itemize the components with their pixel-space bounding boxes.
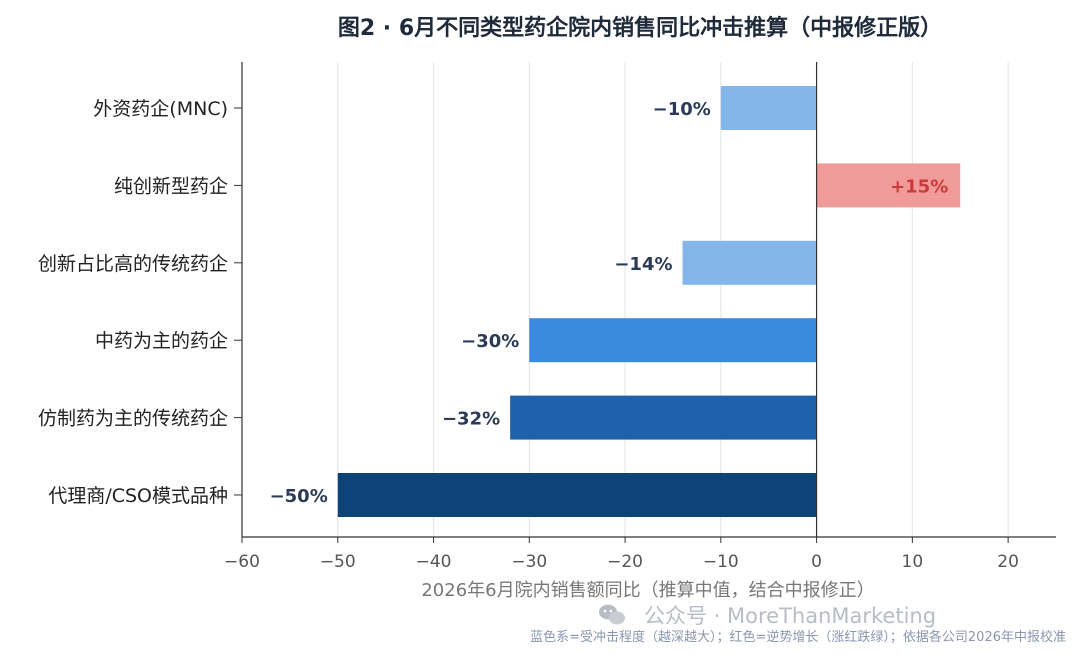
data-label: +15% (890, 176, 948, 197)
bar (529, 318, 817, 363)
chart-title: 图2 · 6月不同类型药企院内销售同比冲击推算（中报修正版） (338, 15, 942, 41)
data-label: −32% (442, 409, 500, 430)
bar (720, 86, 817, 130)
x-axis-label: 2026年6月院内销售额同比（推算中值，结合中报修正） (421, 580, 874, 601)
x-tick-label: −20 (607, 552, 643, 572)
category-label: 代理商/CSO模式品种 (48, 485, 228, 507)
watermark: 公众号 · MoreThanMarketing (599, 604, 936, 628)
category-label: 中药为主的药企 (95, 330, 228, 352)
grid-lines (241, 62, 1009, 537)
category-label: 创新占比高的传统药企 (38, 253, 228, 275)
x-tick-label: −40 (416, 552, 452, 572)
category-label: 仿制药为主的传统药企 (38, 408, 228, 430)
labels: −10% 外资药企(MNC) +15% 纯创新型药企 −14% 创新占比高的传统药企 −30… (38, 98, 1019, 572)
bar (510, 395, 817, 440)
wechat-icon (599, 604, 625, 625)
bar (337, 473, 817, 517)
bars (337, 86, 961, 517)
data-label: −14% (614, 254, 672, 275)
category-label: 纯创新型药企 (114, 175, 228, 197)
x-tick-label: 10 (902, 552, 924, 572)
axes (234, 62, 1056, 543)
x-tick-label: −10 (703, 552, 739, 572)
x-tick-label: −50 (320, 552, 356, 572)
category-label: 外资药企(MNC) (93, 98, 228, 120)
watermark-text: 公众号 · MoreThanMarketing (644, 604, 936, 628)
bar (816, 163, 961, 208)
data-label: −10% (653, 99, 711, 120)
x-tick-label: 0 (811, 552, 822, 572)
bar (682, 240, 817, 285)
x-tick-label: −60 (224, 552, 260, 572)
data-label: −50% (270, 486, 328, 507)
data-label: −30% (461, 331, 519, 352)
x-tick-label: 20 (997, 552, 1019, 572)
x-tick-label: −30 (511, 552, 547, 572)
chart-note: 蓝色系=受冲击程度（越深越大）；红色=逆势增长（涨红跌绿）；依据各公司2026年… (530, 629, 1066, 645)
